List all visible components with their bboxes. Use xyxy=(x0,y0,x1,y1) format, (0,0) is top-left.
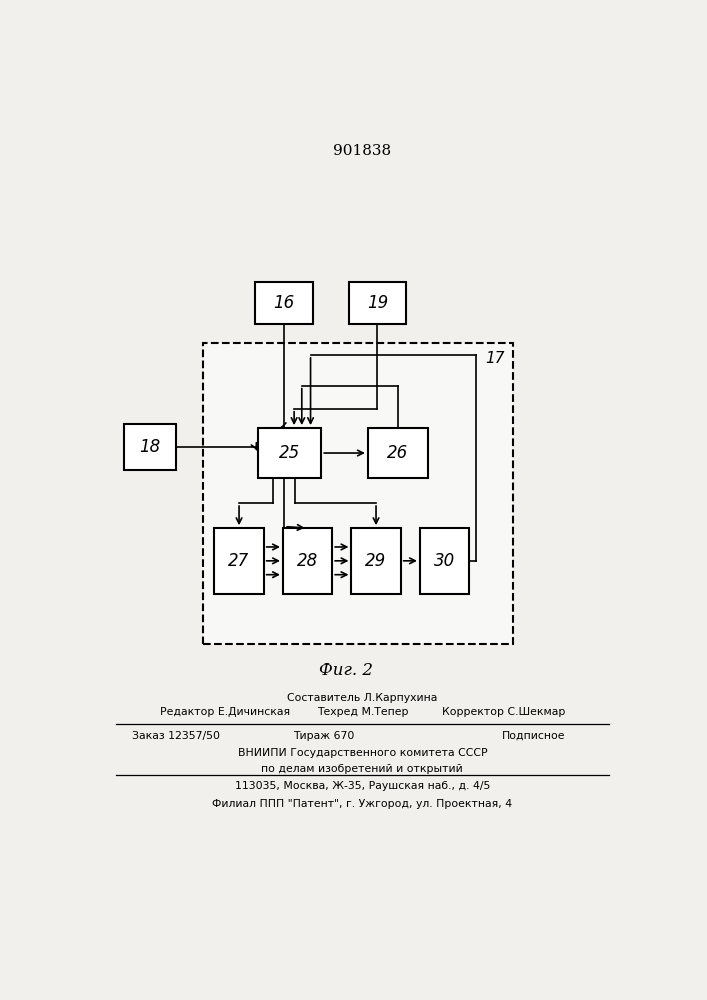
Text: 16: 16 xyxy=(274,294,295,312)
Text: Составитель Л.Карпухина: Составитель Л.Карпухина xyxy=(287,693,438,703)
Text: 26: 26 xyxy=(387,444,409,462)
Text: 901838: 901838 xyxy=(333,144,392,158)
Bar xyxy=(283,528,332,594)
Text: по делам изобретений и открытий: по делам изобретений и открытий xyxy=(262,764,463,774)
Text: Подписное: Подписное xyxy=(501,731,565,741)
Text: 18: 18 xyxy=(139,438,160,456)
Text: Тираж 670: Тираж 670 xyxy=(293,731,355,741)
Text: 25: 25 xyxy=(279,444,300,462)
Text: 28: 28 xyxy=(297,552,318,570)
Text: 30: 30 xyxy=(434,552,455,570)
Bar xyxy=(124,424,176,470)
Text: 29: 29 xyxy=(366,552,387,570)
Text: 27: 27 xyxy=(228,552,250,570)
Text: Корректор С.Шекмар: Корректор С.Шекмар xyxy=(442,707,565,717)
Text: 19: 19 xyxy=(367,294,388,312)
Bar xyxy=(368,428,428,478)
Text: 113035, Москва, Ж-35, Раушская наб., д. 4/5: 113035, Москва, Ж-35, Раушская наб., д. … xyxy=(235,781,490,791)
Text: Заказ 12357/50: Заказ 12357/50 xyxy=(132,731,220,741)
Bar xyxy=(351,528,401,594)
Bar xyxy=(255,282,313,324)
Bar xyxy=(349,282,407,324)
Text: Техред М.Тепер: Техред М.Тепер xyxy=(317,707,408,717)
Bar xyxy=(204,343,513,644)
Text: Фиг. 2: Фиг. 2 xyxy=(319,662,373,679)
Bar xyxy=(258,428,321,478)
Bar xyxy=(420,528,469,594)
Bar xyxy=(214,528,264,594)
Text: 17: 17 xyxy=(485,351,505,366)
Text: ВНИИПИ Государственного комитета СССР: ВНИИПИ Государственного комитета СССР xyxy=(238,748,487,758)
Text: Редактор Е.Дичинская: Редактор Е.Дичинская xyxy=(160,707,290,717)
Text: Филиал ППП "Патент", г. Ужгород, ул. Проектная, 4: Филиал ППП "Патент", г. Ужгород, ул. Про… xyxy=(212,799,513,809)
